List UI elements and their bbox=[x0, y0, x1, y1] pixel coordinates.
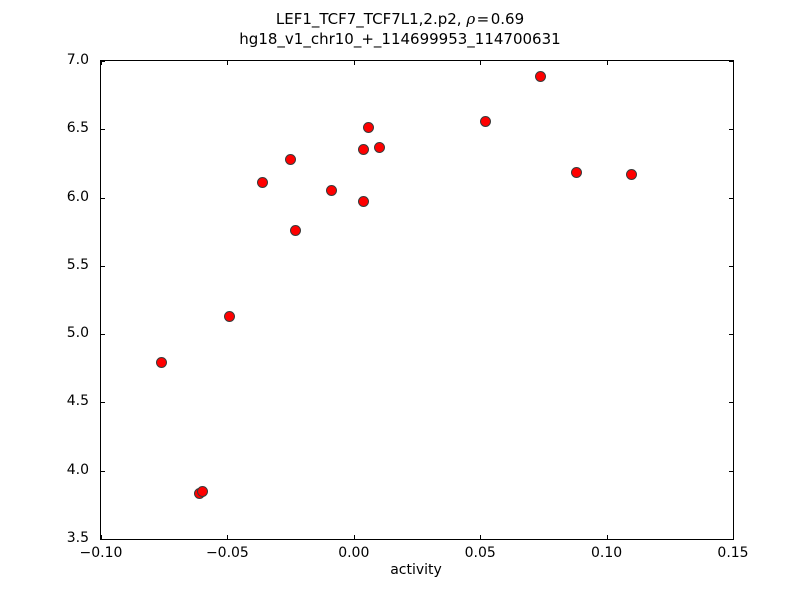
x-tick-label: 0.10 bbox=[591, 545, 623, 561]
x-tick-label: 0.05 bbox=[464, 545, 496, 561]
data-point bbox=[535, 70, 547, 82]
x-tick-label: −0.05 bbox=[205, 545, 249, 561]
x-tick-mark bbox=[101, 535, 102, 540]
y-tick-mark-right bbox=[729, 402, 734, 404]
data-point bbox=[570, 167, 582, 179]
x-tick-label: 0.15 bbox=[717, 545, 749, 561]
y-tick-mark bbox=[100, 61, 105, 62]
data-point bbox=[363, 122, 375, 134]
data-point bbox=[358, 196, 370, 208]
y-tick-mark bbox=[100, 129, 105, 131]
x-tick-mark-top bbox=[606, 60, 608, 65]
data-point bbox=[224, 310, 236, 322]
x-tick-mark bbox=[606, 535, 608, 540]
chart-title-line-2: hg18_v1_chr10_+_114699953_114700631 bbox=[239, 30, 561, 48]
x-tick-mark-top bbox=[227, 60, 229, 65]
y-tick-label: 5.5 bbox=[66, 256, 89, 273]
y-tick-mark bbox=[100, 265, 105, 267]
y-tick-mark bbox=[100, 197, 105, 199]
y-tick-label: 6.0 bbox=[66, 188, 89, 205]
y-tick-mark-right bbox=[729, 539, 734, 540]
x-tick-mark-top bbox=[353, 60, 355, 65]
y-tick-mark-right bbox=[729, 61, 734, 62]
x-tick-mark-top bbox=[480, 60, 482, 65]
data-point bbox=[285, 153, 297, 165]
y-tick-mark bbox=[100, 402, 105, 404]
y-tick-mark-right bbox=[729, 334, 734, 336]
y-tick-mark-right bbox=[729, 129, 734, 131]
data-point bbox=[257, 177, 269, 189]
x-tick-mark bbox=[227, 535, 229, 540]
y-tick-label: 3.5 bbox=[66, 530, 89, 546]
y-tick-mark bbox=[100, 334, 105, 336]
y-tick-mark-right bbox=[729, 470, 734, 472]
x-tick-label: −0.10 bbox=[79, 545, 123, 561]
y-tick-mark-right bbox=[729, 265, 734, 267]
y-tick-label: 4.5 bbox=[66, 393, 89, 410]
data-point bbox=[373, 141, 385, 153]
data-point bbox=[290, 224, 302, 236]
data-point bbox=[626, 168, 638, 180]
data-point bbox=[325, 185, 337, 197]
x-tick-mark-top bbox=[101, 60, 102, 65]
data-point bbox=[358, 144, 370, 156]
y-tick-label: 6.5 bbox=[66, 120, 89, 137]
plot-area: −0.10 −0.05 0.00 0.05 0.10 0.15 3.5 4.0 4.5 5.0 5.… bbox=[67, 52, 749, 561]
x-tick-mark-top bbox=[733, 60, 734, 65]
x-tick-mark bbox=[733, 535, 734, 540]
y-tick-mark-right bbox=[729, 197, 734, 199]
y-tick-label: 5.0 bbox=[66, 325, 89, 342]
x-tick-label: 0.00 bbox=[338, 545, 370, 561]
data-point bbox=[156, 357, 168, 369]
chart-title: LEF1_TCF7_TCF7L1,2.p2, ρ = 0.69 hg18_v1_… bbox=[0, 9, 800, 49]
chart-title-line-1: LEF1_TCF7_TCF7L1,2.p2, ρ = 0.69 bbox=[0, 9, 800, 29]
data-point bbox=[479, 115, 491, 127]
chart-title-line-1-prefix: LEF1_TCF7_TCF7L1,2.p2, bbox=[275, 10, 467, 28]
y-tick-label: 4.0 bbox=[66, 461, 89, 478]
y-tick-label: 7.0 bbox=[66, 52, 89, 68]
x-tick-mark bbox=[353, 535, 355, 540]
rho-value: = 0.69 bbox=[475, 10, 525, 28]
rho-symbol: ρ bbox=[466, 10, 476, 28]
x-tick-mark bbox=[480, 535, 482, 540]
x-axis-label: activity bbox=[390, 562, 442, 578]
y-tick-mark bbox=[100, 470, 105, 472]
y-tick-mark bbox=[100, 539, 105, 540]
data-point bbox=[196, 485, 208, 497]
